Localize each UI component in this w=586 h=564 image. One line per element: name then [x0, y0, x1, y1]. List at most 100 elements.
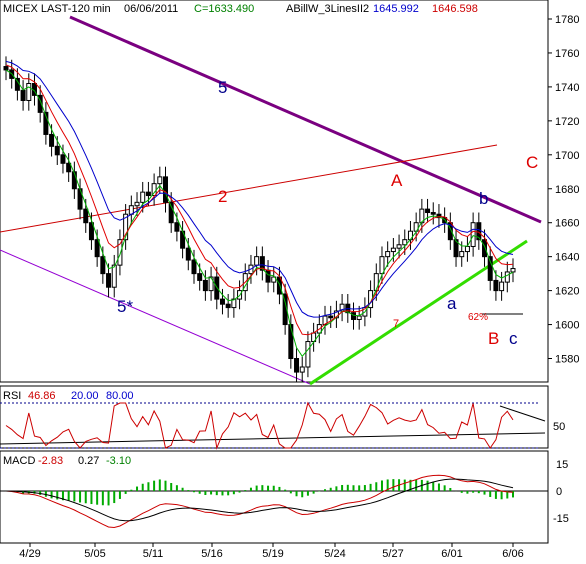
candle-body	[49, 133, 55, 147]
candle-body	[83, 208, 89, 224]
x-tick-label: 5/16	[201, 548, 222, 560]
rsi-tick-50: 50	[553, 421, 565, 433]
candle-body	[100, 256, 106, 275]
rsi-line	[0, 401, 546, 450]
header-value-2: 1646.598	[432, 3, 478, 15]
wave-label-c: c	[509, 329, 518, 348]
wave-label-5: 5	[218, 78, 227, 97]
candle-body	[111, 264, 117, 288]
wave-label-B: B	[488, 329, 499, 348]
price-axis: 1580 1600 1620 1640 1660 1680 1700 1720 1740 1760…	[548, 14, 579, 366]
macd-line	[5, 474, 514, 529]
candle-body	[259, 256, 265, 271]
candle-body	[202, 279, 208, 292]
ma-mid-line	[5, 64, 514, 336]
wave-label-2: 2	[218, 187, 227, 206]
candle-body	[26, 83, 32, 101]
rsi-trend-upper	[499, 405, 546, 422]
x-axis: 4/29 5/05 5/11 5/16 5/19 5/24 5/27 6/01 6/06	[19, 543, 524, 560]
wave-label-b: b	[479, 189, 488, 208]
candle-body	[14, 77, 20, 91]
signal-line	[5, 478, 514, 522]
macd-signal: 0.27	[78, 455, 99, 467]
x-tick-label: 5/24	[324, 548, 345, 560]
price-tick-label: 1720	[555, 116, 579, 128]
macd-label: MACD	[3, 455, 35, 467]
candle-body	[123, 213, 129, 241]
header-symbol: MICEX LAST-120 min	[3, 3, 111, 15]
candle-body	[225, 303, 231, 309]
candle-body	[493, 279, 499, 292]
candle-body	[482, 239, 488, 258]
macd-tick-15: 15	[556, 459, 568, 471]
candle-body	[3, 66, 9, 71]
candle-body	[140, 191, 146, 203]
wave-labels: 5 2 5* Ab Ca B c 62% 7	[117, 78, 538, 348]
candle-body	[402, 239, 408, 246]
candle-body	[43, 111, 49, 135]
candle-body	[499, 281, 505, 292]
candle-body	[88, 222, 94, 241]
rsi-low: 20.00	[71, 390, 99, 402]
macd-value: -2.83	[38, 455, 63, 467]
candle-body	[379, 256, 385, 275]
price-tick-label: 1740	[555, 82, 579, 94]
candle-body	[294, 358, 300, 373]
candle-body	[134, 201, 140, 207]
candle-body	[396, 244, 402, 249]
header-value-1: 1645.992	[373, 3, 419, 15]
candle-body	[66, 162, 72, 173]
price-tick-label: 1700	[555, 150, 579, 162]
rsi-line	[5, 401, 514, 450]
candle-body	[453, 239, 459, 258]
price-tick-label: 1600	[555, 320, 579, 332]
candle-body	[299, 366, 305, 373]
rsi-label: RSI	[3, 390, 21, 402]
candle-body	[430, 212, 436, 215]
header-close: C=1633.490	[194, 3, 254, 15]
x-tick-label: 6/01	[441, 548, 462, 560]
candle-body	[145, 191, 151, 197]
header-study: ABillW_3LinesII2	[286, 3, 369, 15]
candle-body	[168, 201, 174, 224]
wave-label-5-star: 5*	[117, 297, 133, 316]
candle-body	[254, 256, 260, 266]
candle-body	[470, 222, 476, 247]
trend-lines	[0, 15, 542, 386]
x-tick-label: 5/27	[382, 548, 403, 560]
wave-label-A: A	[391, 171, 403, 190]
candle-body	[208, 276, 214, 292]
ma-slow-line	[5, 60, 514, 318]
candle-body	[407, 230, 413, 241]
candle-body	[350, 312, 356, 320]
rsi-high: 80.00	[106, 390, 134, 402]
candle-body	[271, 276, 277, 283]
candle-body	[157, 176, 163, 185]
candle-body	[385, 251, 391, 258]
candle-body	[174, 222, 180, 232]
price-tick-label: 1680	[555, 184, 579, 196]
price-tick-label: 1620	[555, 286, 579, 298]
candle-body	[288, 324, 294, 360]
wave-2-trend-line	[0, 144, 498, 233]
price-tick-label: 1760	[555, 48, 579, 60]
candle-body	[425, 208, 431, 214]
candle-body	[117, 239, 123, 266]
macd-tick-0: 0	[556, 486, 562, 498]
candle-body	[185, 247, 191, 261]
price-tick-label: 1640	[555, 252, 579, 264]
candle-body	[191, 259, 197, 275]
price-tick-label: 1580	[555, 354, 579, 366]
candle-body	[464, 245, 470, 253]
x-tick-label: 5/11	[143, 548, 164, 560]
lower-channel-line	[0, 249, 311, 385]
macd-tick-minus15: -15	[553, 513, 569, 525]
candle-body	[390, 247, 396, 253]
moving-averages	[5, 60, 514, 358]
candle-body	[219, 298, 225, 305]
macd-lines	[0, 474, 548, 529]
price-tick-label: 1780	[555, 14, 579, 26]
candle-body	[459, 251, 465, 258]
candle-body	[305, 341, 311, 368]
rsi-trend-lower	[0, 432, 546, 445]
